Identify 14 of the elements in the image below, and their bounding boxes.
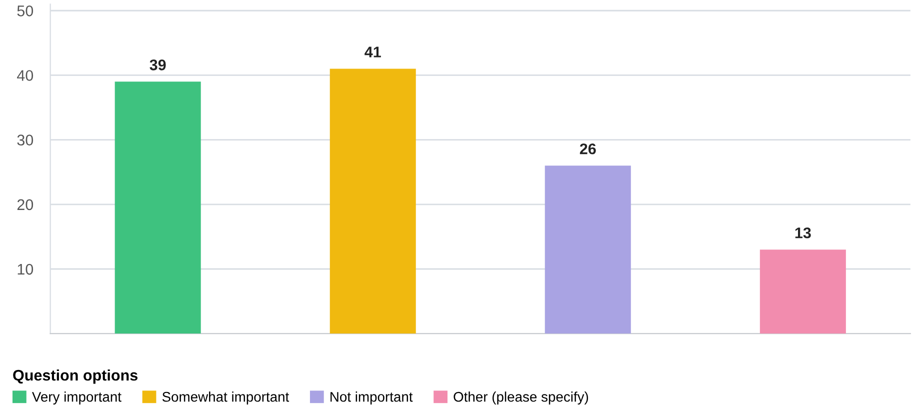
legend-label: Not important — [330, 392, 413, 404]
data-label: 41 — [364, 46, 381, 58]
legend-label: Somewhat important — [162, 392, 290, 404]
legend-title: Question options — [13, 369, 138, 384]
y-tick-label: 30 — [17, 134, 34, 146]
data-label: 13 — [795, 227, 811, 238]
y-tick-label: 20 — [17, 199, 34, 210]
y-tick-label: 40 — [17, 70, 34, 81]
data-label: 39 — [150, 60, 166, 70]
y-tick-label: 10 — [18, 264, 34, 275]
data-label: 26 — [580, 143, 596, 154]
y-tick-label: 50 — [17, 5, 34, 16]
legend-label: Other (please specify) — [454, 392, 588, 404]
legend-label: Very important — [32, 392, 122, 404]
